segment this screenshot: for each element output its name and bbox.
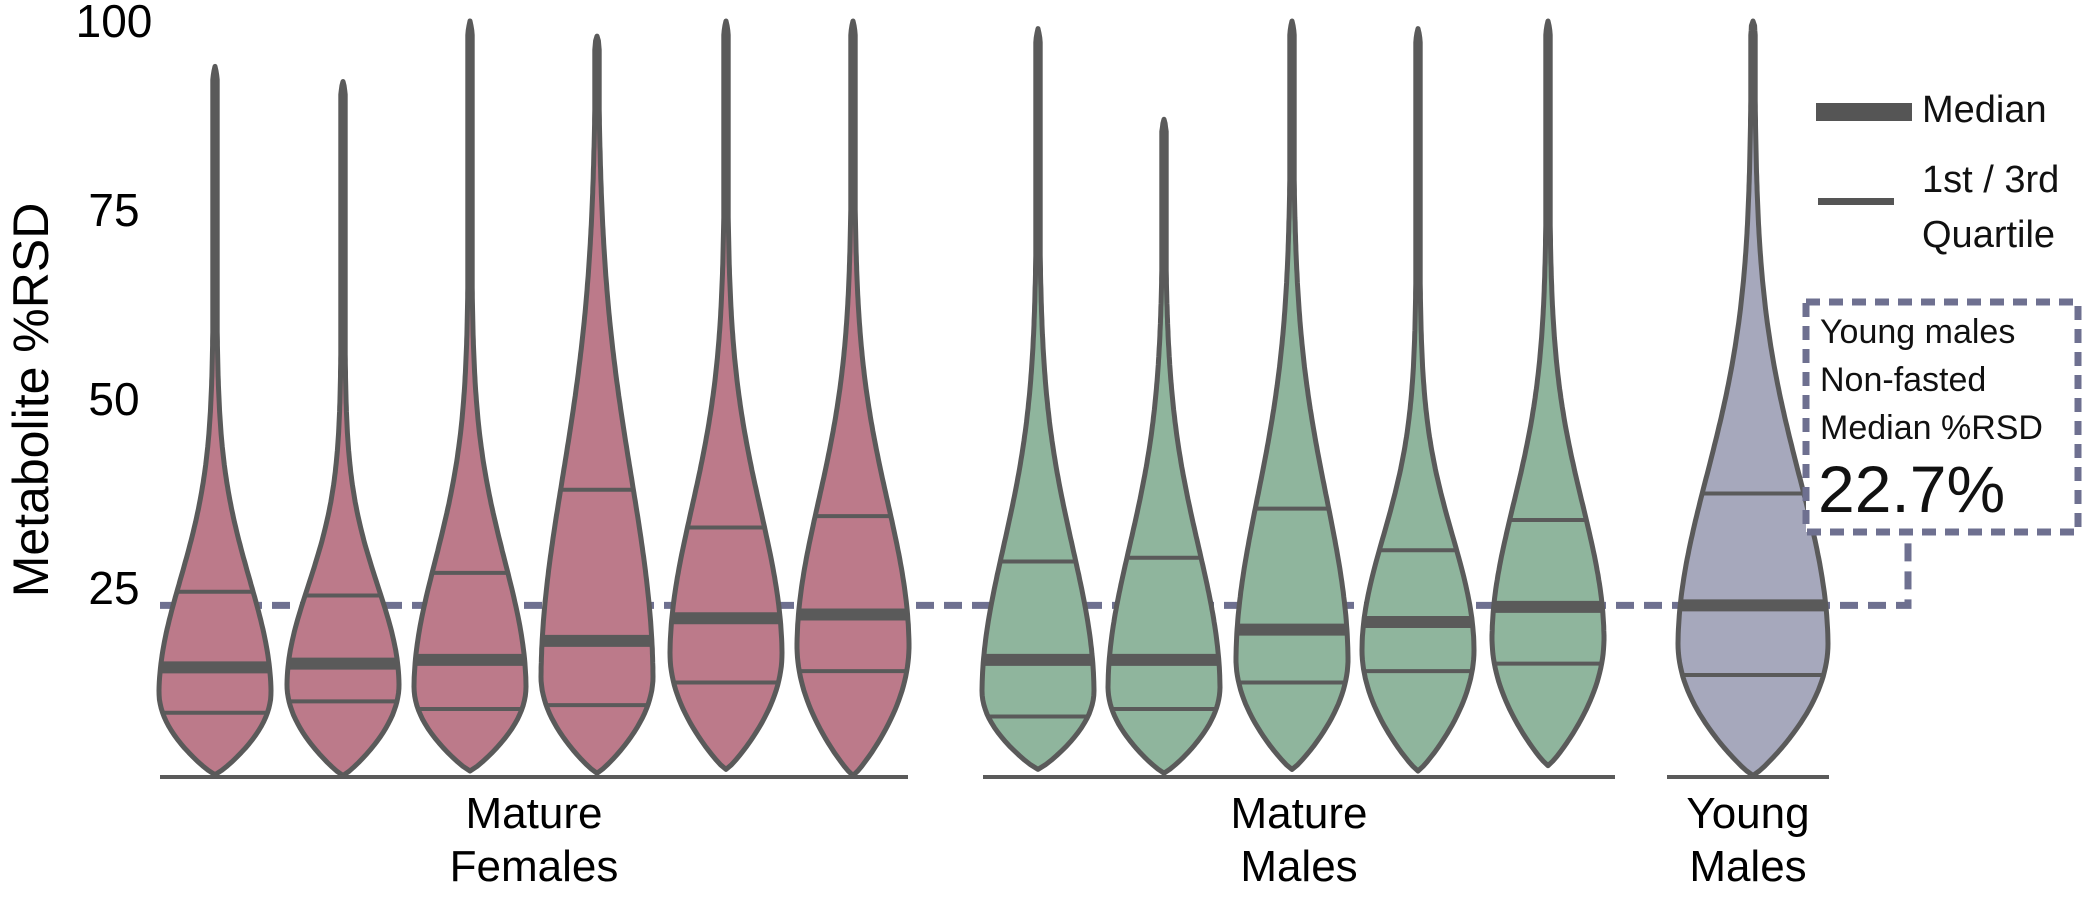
reference-line-layer xyxy=(160,532,1912,609)
group-label-line: Males xyxy=(1240,842,1357,891)
violin-body xyxy=(1489,18,1607,769)
violin-body xyxy=(1233,18,1351,772)
annotation-value: 22.7% xyxy=(1818,452,2005,526)
annotation-border xyxy=(1802,298,2082,536)
axis-layer: MatureFemalesMatureMalesYoungMales255075… xyxy=(3,0,1829,891)
violin-1-4 xyxy=(538,33,656,776)
y-tick-label: 100 xyxy=(76,0,153,47)
violin-1-2 xyxy=(284,79,402,778)
group-label-line: Males xyxy=(1689,842,1806,891)
violin-2-3 xyxy=(1233,18,1351,772)
legend-median-swatch xyxy=(1816,103,1912,121)
legend-quartile-swatch xyxy=(1818,198,1894,205)
y-tick-label: 25 xyxy=(88,562,139,614)
violin-body xyxy=(794,18,912,778)
violin-body xyxy=(538,33,656,776)
annotation-line3: Median %RSD xyxy=(1820,409,2043,447)
violin-body xyxy=(1359,26,1477,774)
violin-body xyxy=(411,18,529,774)
legend-quartile-label-line1: 1st / 3rd xyxy=(1922,159,2059,201)
violin-body xyxy=(979,26,1097,772)
violin-body xyxy=(1105,116,1223,776)
group-label-line: Females xyxy=(450,842,619,891)
annotation-line2: Non-fasted xyxy=(1820,361,1986,399)
reference-dashed-line xyxy=(160,532,1912,609)
group-label-line: Young xyxy=(1686,789,1809,838)
violin-body xyxy=(667,18,785,772)
annotation-line1: Young males xyxy=(1820,313,2015,351)
violin-body xyxy=(156,63,274,778)
violin-2-1 xyxy=(979,26,1097,772)
violin-2-4 xyxy=(1359,26,1477,774)
violin-2-5 xyxy=(1489,18,1607,769)
y-tick-label: 50 xyxy=(88,373,139,425)
annotation-box: Young males Non-fasted Median %RSD 22.7% xyxy=(1802,298,2082,536)
violin-1-1 xyxy=(156,63,274,778)
violin-1-6 xyxy=(794,18,912,778)
group-label-line: Mature xyxy=(1231,789,1368,838)
violin-1-5 xyxy=(667,18,785,772)
violins-layer xyxy=(156,18,1831,778)
y-axis-label: Metabolite %RSD xyxy=(3,203,59,598)
violin-1-3 xyxy=(411,18,529,774)
group-label-line: Mature xyxy=(466,789,603,838)
legend-median-label: Median xyxy=(1922,89,2047,131)
violin-2-2 xyxy=(1105,116,1223,776)
y-tick-label: 75 xyxy=(88,184,139,236)
violin-body xyxy=(284,79,402,778)
legend-quartile-label-line2: Quartile xyxy=(1922,214,2055,256)
legend: Median 1st / 3rd Quartile xyxy=(1816,89,2059,256)
